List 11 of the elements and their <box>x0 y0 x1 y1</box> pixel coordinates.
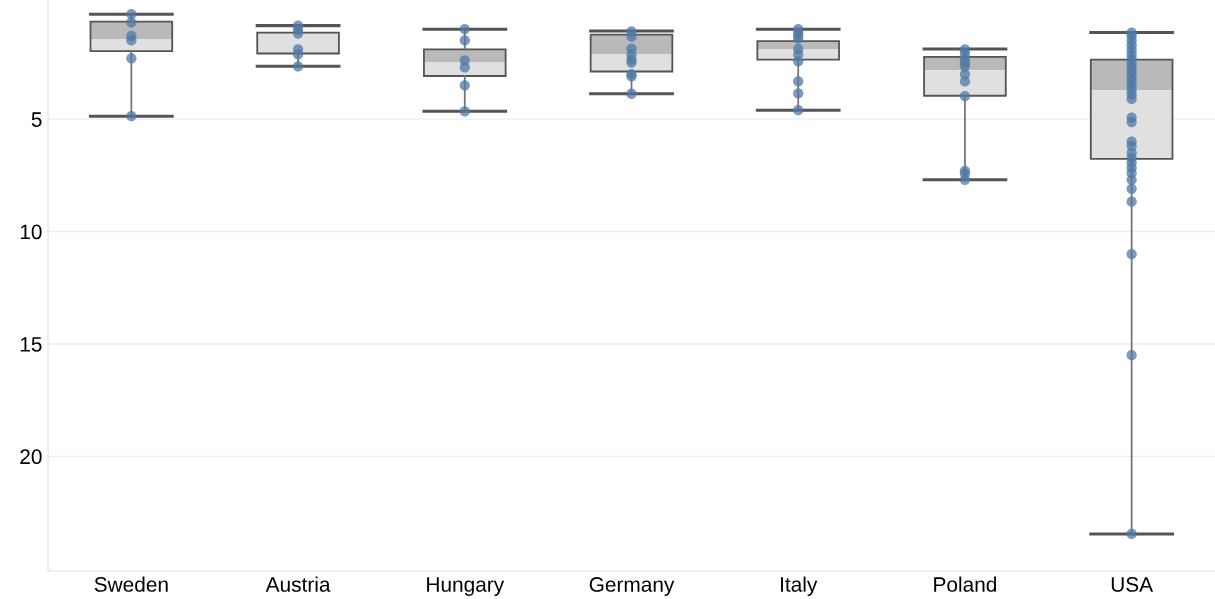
x-tick-label: Hungary <box>427 577 505 596</box>
x-tick-label: USA <box>1111 577 1154 592</box>
x-tick-label: Poland <box>934 576 997 592</box>
y-tick-label: 20 <box>20 449 42 465</box>
y-tick-label: 10 <box>20 224 42 240</box>
y-tick-label: 5 <box>31 112 42 127</box>
x-tick-label: Sweden <box>94 576 168 592</box>
x-tick-label: Germany <box>589 577 675 596</box>
y-tick-label: 15 <box>20 337 42 352</box>
x-tick-label: Italy <box>781 576 818 596</box>
x-tick-label: Austria <box>265 576 331 592</box>
